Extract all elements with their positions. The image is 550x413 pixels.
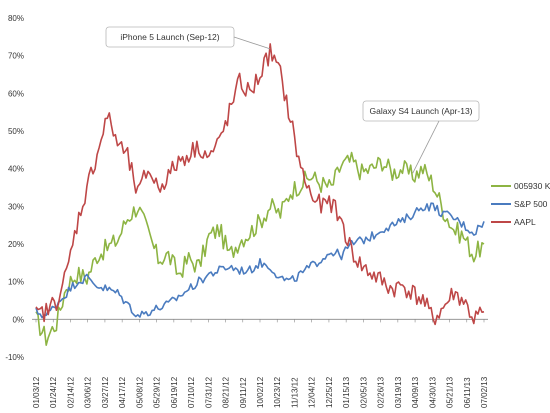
x-tick-label: 12/04/12 — [308, 376, 317, 408]
y-tick-label: 10% — [8, 278, 24, 287]
y-tick-label: 70% — [8, 52, 24, 61]
legend-label: AAPL — [514, 217, 536, 227]
x-tick-label: 04/09/13 — [411, 376, 420, 408]
annotation-pointer — [233, 36, 271, 50]
y-tick-label: 30% — [8, 202, 24, 211]
x-tick-label: 03/19/13 — [394, 376, 403, 408]
legend: 005930 KS S&P 500 AAPL — [491, 181, 550, 227]
y-tick-label: -10% — [5, 353, 24, 362]
x-tick-label: 01/03/12 — [32, 376, 41, 408]
x-tick-label: 08/21/12 — [222, 376, 231, 408]
x-tick-label: 05/21/13 — [446, 376, 455, 408]
x-tick-label: 01/15/13 — [342, 376, 351, 408]
series-line-s-p-500 — [35, 202, 485, 319]
x-tick-label: 09/11/12 — [239, 377, 248, 408]
x-tick-label: 02/26/13 — [377, 376, 386, 408]
y-axis: -10% 0% 10% 20% 30% 40% 50% 60% 70% 80% — [5, 14, 24, 362]
x-tick-label: 02/14/12 — [66, 376, 75, 408]
legend-label: 005930 KS — [514, 181, 550, 191]
x-tick-label: 07/10/12 — [187, 376, 196, 408]
series-line-aapl — [35, 43, 485, 326]
x-tick-label: 01/24/12 — [49, 376, 58, 408]
x-tick-label: 10/02/12 — [256, 376, 265, 408]
x-tick-label: 04/17/12 — [118, 376, 127, 408]
legend-label: S&P 500 — [514, 199, 548, 209]
x-tick-label: 10/23/12 — [273, 376, 282, 408]
y-tick-label: 80% — [8, 14, 24, 23]
annotation-label: iPhone 5 Launch (Sep-12) — [120, 32, 219, 42]
x-tick-label: 05/29/12 — [153, 376, 162, 408]
x-tick-label: 12/25/12 — [325, 376, 334, 408]
series-layer — [35, 43, 485, 346]
x-tick-label: 03/06/12 — [84, 376, 93, 408]
x-tick-label: 02/05/13 — [359, 376, 368, 408]
annotation-pointer — [412, 120, 440, 174]
callouts: iPhone 5 Launch (Sep-12) Galaxy S4 Launch… — [105, 26, 480, 174]
y-tick-label: 40% — [8, 165, 24, 174]
x-axis: 01/03/12 01/24/12 02/14/12 03/06/12 03/27/12… — [32, 318, 489, 408]
series-line-005930-ks — [35, 151, 485, 346]
y-tick-label: 50% — [8, 127, 24, 136]
x-tick-label: 03/27/12 — [101, 376, 110, 408]
y-tick-label: 60% — [8, 89, 24, 98]
x-tick-label: 06/19/12 — [170, 376, 179, 408]
x-tick-label: 05/08/12 — [135, 376, 144, 408]
x-tick-label: 11/13/12 — [290, 377, 299, 408]
y-tick-label: 20% — [8, 240, 24, 249]
y-tick-label: 0% — [12, 315, 24, 324]
x-tick-label: 04/30/13 — [428, 376, 437, 408]
annotation-label: Galaxy S4 Launch (Apr-13) — [370, 106, 473, 116]
x-tick-label: 07/31/12 — [204, 376, 213, 408]
x-tick-label: 06/11/13 — [463, 377, 472, 408]
annotation-box — [362, 100, 480, 122]
x-tick-label: 07/02/13 — [480, 376, 489, 408]
